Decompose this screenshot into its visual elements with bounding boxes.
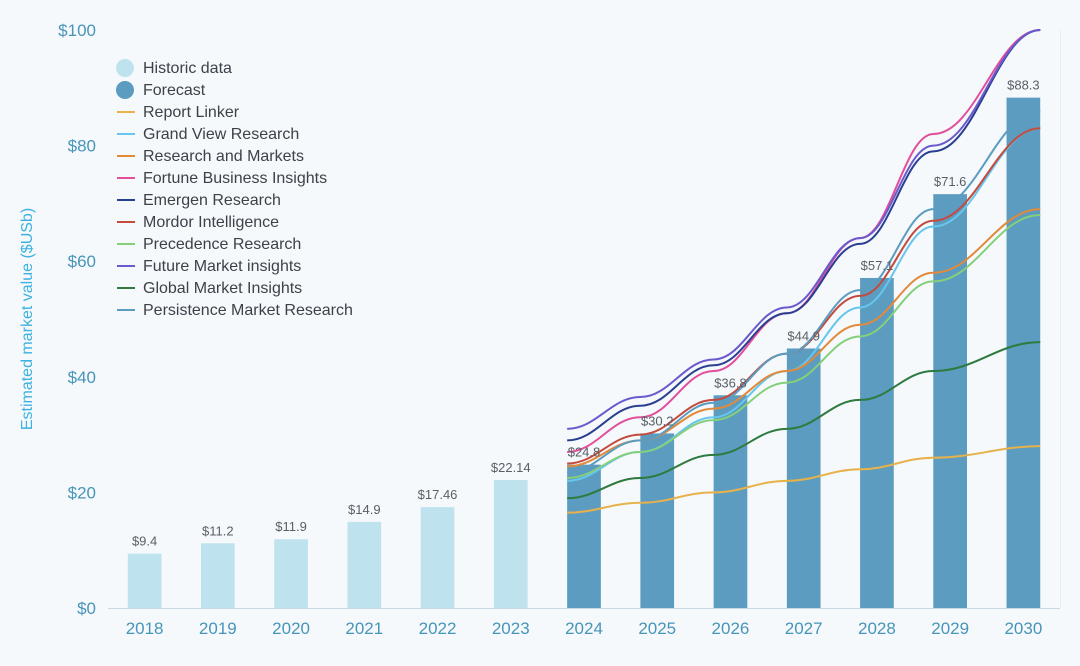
legend-label: Persistence Market Research [143, 302, 353, 319]
bar-2030 [1007, 98, 1041, 608]
market-forecast-chart: Estimated market value ($USb) $0 $20 $40 $6… [0, 0, 1080, 666]
bar-2022 [421, 507, 455, 608]
bar-2023 [494, 480, 528, 608]
bar-2024 [567, 465, 601, 608]
bar-2020 [274, 539, 308, 608]
x-tick-label: 2028 [858, 619, 896, 638]
bar-value-label: $9.4 [132, 534, 157, 549]
y-tick-label: $40 [68, 368, 96, 387]
legend-label: Grand View Research [143, 126, 299, 143]
bar-value-label: $88.3 [1007, 78, 1040, 93]
legend-label: Fortune Business Insights [143, 170, 327, 187]
bar-value-label: $11.9 [275, 519, 307, 534]
bar-2021 [347, 522, 381, 608]
y-tick-label: $0 [77, 599, 96, 618]
legend-label: Emergen Research [143, 192, 281, 209]
bar-value-label: $57.1 [861, 258, 894, 273]
x-tick-label: 2029 [931, 619, 969, 638]
x-tick-label: 2025 [638, 619, 676, 638]
legend-label: Research and Markets [143, 148, 304, 165]
legend-label: Global Market Insights [143, 280, 302, 297]
bar-2019 [201, 543, 235, 608]
legend-label: Mordor Intelligence [143, 214, 279, 231]
x-tick-label: 2020 [272, 619, 310, 638]
bar-2029 [933, 194, 967, 608]
bar-2018 [128, 554, 162, 608]
bar-value-label: $36.8 [714, 375, 747, 390]
x-tick-label: 2021 [345, 619, 383, 638]
x-tick-label: 2023 [492, 619, 530, 638]
x-tick-label: 2018 [126, 619, 164, 638]
bar-value-label: $11.2 [202, 523, 234, 538]
x-tick-label: 2022 [419, 619, 457, 638]
legend-swatch [116, 59, 134, 77]
x-tick-label: 2019 [199, 619, 237, 638]
legend-label: Precedence Research [143, 236, 301, 253]
bar-2025 [640, 433, 674, 608]
bar-value-label: $71.6 [934, 174, 967, 189]
bar-value-label: $22.14 [491, 460, 531, 475]
y-tick-label: $80 [68, 137, 96, 156]
legend-label: Historic data [143, 60, 232, 77]
bar-value-label: $14.9 [348, 502, 381, 517]
y-tick-label: $100 [58, 21, 96, 40]
y-tick-label: $20 [68, 483, 96, 502]
legend-swatch [116, 81, 134, 99]
x-tick-label: 2026 [712, 619, 750, 638]
legend-label: Report Linker [143, 104, 240, 121]
bar-2028 [860, 278, 894, 608]
bar-value-label: $44.9 [787, 328, 820, 343]
bar-value-label: $30.2 [641, 413, 674, 428]
x-tick-label: 2027 [785, 619, 823, 638]
bar-value-label: $24.8 [568, 445, 601, 460]
x-tick-label: 2030 [1004, 619, 1042, 638]
bar-2026 [714, 395, 748, 608]
y-axis-label: Estimated market value ($USb) [19, 208, 36, 430]
legend-label: Forecast [143, 82, 206, 99]
y-tick-label: $60 [68, 252, 96, 271]
legend-label: Future Market insights [143, 258, 301, 275]
bar-2027 [787, 348, 821, 608]
bar-value-label: $17.46 [418, 487, 458, 502]
x-tick-label: 2024 [565, 619, 603, 638]
